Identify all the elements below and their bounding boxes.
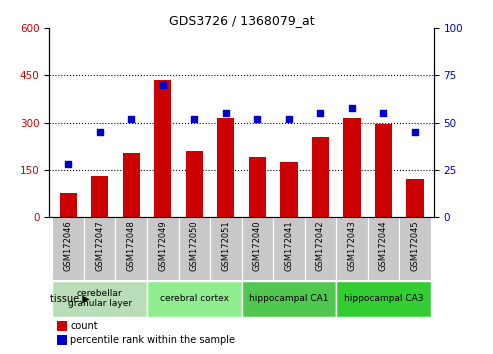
Bar (210, 217, 242, 280)
Bar (343, 118, 360, 217)
Text: GSM172042: GSM172042 (316, 220, 325, 271)
Text: GSM172044: GSM172044 (379, 220, 388, 271)
Bar (60, 193, 77, 217)
Bar (312, 137, 329, 217)
Point (253, 116, 261, 122)
Bar (115, 217, 147, 280)
Text: hippocampal CA1: hippocampal CA1 (249, 294, 329, 303)
Bar (242, 217, 273, 280)
Point (127, 116, 135, 122)
Text: GSM172047: GSM172047 (95, 220, 104, 271)
Bar (147, 217, 178, 280)
Bar (242, 281, 336, 317)
Text: GSM172041: GSM172041 (284, 220, 293, 271)
Point (64, 161, 72, 167)
Point (285, 116, 293, 122)
Bar (368, 217, 399, 280)
Bar (52, 281, 147, 317)
Bar (186, 151, 203, 217)
Bar (406, 179, 423, 217)
Bar (123, 153, 140, 217)
Bar (336, 217, 368, 280)
Text: GSM172040: GSM172040 (253, 220, 262, 271)
Title: GDS3726 / 1368079_at: GDS3726 / 1368079_at (169, 14, 315, 27)
Bar (57, 335, 67, 346)
Text: count: count (70, 321, 98, 331)
Bar (280, 162, 297, 217)
Point (96, 129, 104, 135)
Bar (273, 217, 305, 280)
Bar (91, 176, 108, 217)
Text: tissue ▶: tissue ▶ (50, 294, 90, 304)
Bar (147, 281, 242, 317)
Point (159, 82, 167, 88)
Text: GSM172046: GSM172046 (64, 220, 72, 271)
Bar (217, 118, 235, 217)
Bar (84, 217, 115, 280)
Text: cerebral cortex: cerebral cortex (160, 294, 229, 303)
Point (411, 129, 419, 135)
Text: percentile rank within the sample: percentile rank within the sample (70, 336, 236, 346)
Point (222, 110, 230, 116)
Text: GSM172050: GSM172050 (190, 220, 199, 271)
Bar (52, 217, 84, 280)
Point (190, 116, 198, 122)
Bar (305, 217, 336, 280)
Bar (375, 124, 392, 217)
Bar (248, 157, 266, 217)
Text: hippocampal CA3: hippocampal CA3 (344, 294, 423, 303)
Text: GSM172051: GSM172051 (221, 220, 230, 271)
Bar (57, 320, 67, 331)
Bar (154, 80, 172, 217)
Bar (336, 281, 431, 317)
Text: GSM172048: GSM172048 (127, 220, 136, 271)
Text: GSM172043: GSM172043 (348, 220, 356, 271)
Text: GSM172045: GSM172045 (411, 220, 420, 271)
Point (380, 110, 387, 116)
Point (317, 110, 324, 116)
Text: cerebellar
granular layer: cerebellar granular layer (68, 289, 132, 308)
Text: GSM172049: GSM172049 (158, 220, 167, 271)
Bar (399, 217, 431, 280)
Bar (178, 217, 210, 280)
Point (348, 105, 356, 110)
